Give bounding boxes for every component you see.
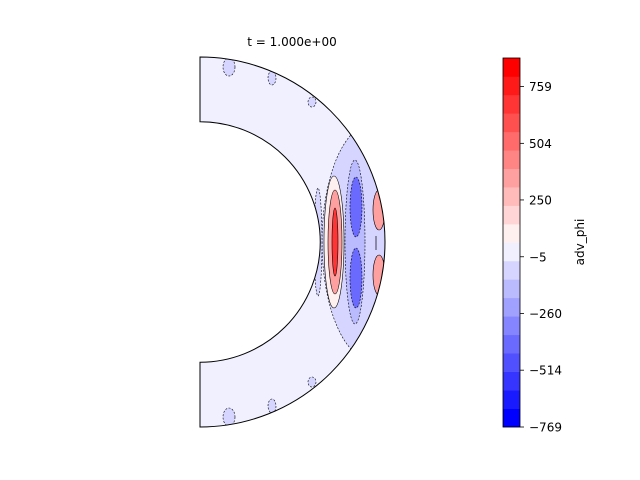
colorbar-tick-label: 504	[529, 137, 552, 151]
colorbar-bin	[503, 76, 520, 96]
island-1	[222, 57, 236, 77]
colorbar-bin	[503, 150, 520, 169]
colorbar-bin	[503, 297, 520, 317]
colorbar-tick-label: 759	[529, 80, 552, 94]
inner-boundary-contour	[313, 187, 323, 297]
island-3	[307, 96, 317, 108]
colorbar-tick-label: −514	[529, 364, 562, 378]
shell-outline	[199, 56, 386, 428]
colorbar-bin	[503, 113, 520, 133]
colorbar-bins	[503, 58, 520, 428]
colorbar-frame	[502, 57, 521, 428]
plot-title: t = 1.000e+00	[247, 35, 336, 49]
colorbar-bin	[503, 390, 520, 409]
colorbar-bin	[503, 316, 520, 336]
field-contours	[200, 57, 385, 427]
colorbar-bin	[503, 334, 520, 354]
colorbar-ticks: 759 504 250 −5 −260 −514 −769	[520, 80, 562, 435]
colorbar-bin	[503, 260, 520, 280]
colorbar-bin	[503, 187, 520, 206]
island-6	[222, 407, 236, 427]
colorbar-bin	[503, 94, 520, 114]
colorbar-bin	[503, 168, 520, 188]
colorbar: 759 504 250 −5 −260 −514 −769 adv_phi	[502, 57, 587, 435]
colorbar-label: adv_phi	[573, 219, 587, 266]
island-4	[307, 376, 317, 388]
colorbar-tick-label: 250	[529, 193, 552, 207]
negative-band-lower	[349, 247, 363, 309]
colorbar-tick-label: −769	[529, 421, 562, 435]
colorbar-bin	[503, 353, 520, 372]
negative-band-upper	[349, 176, 363, 238]
colorbar-bin	[503, 205, 520, 225]
colorbar-bin	[503, 131, 520, 151]
colorbar-bin	[503, 371, 520, 391]
colorbar-bin	[503, 408, 520, 428]
colorbar-bin	[503, 58, 520, 77]
colorbar-bin	[503, 279, 520, 299]
colorbar-bin	[503, 224, 520, 243]
colorbar-tick-label: −260	[529, 307, 562, 321]
colorbar-bin	[503, 242, 520, 262]
colorbar-tick-label: −5	[529, 250, 547, 264]
positive-lobe-inner	[331, 207, 339, 277]
